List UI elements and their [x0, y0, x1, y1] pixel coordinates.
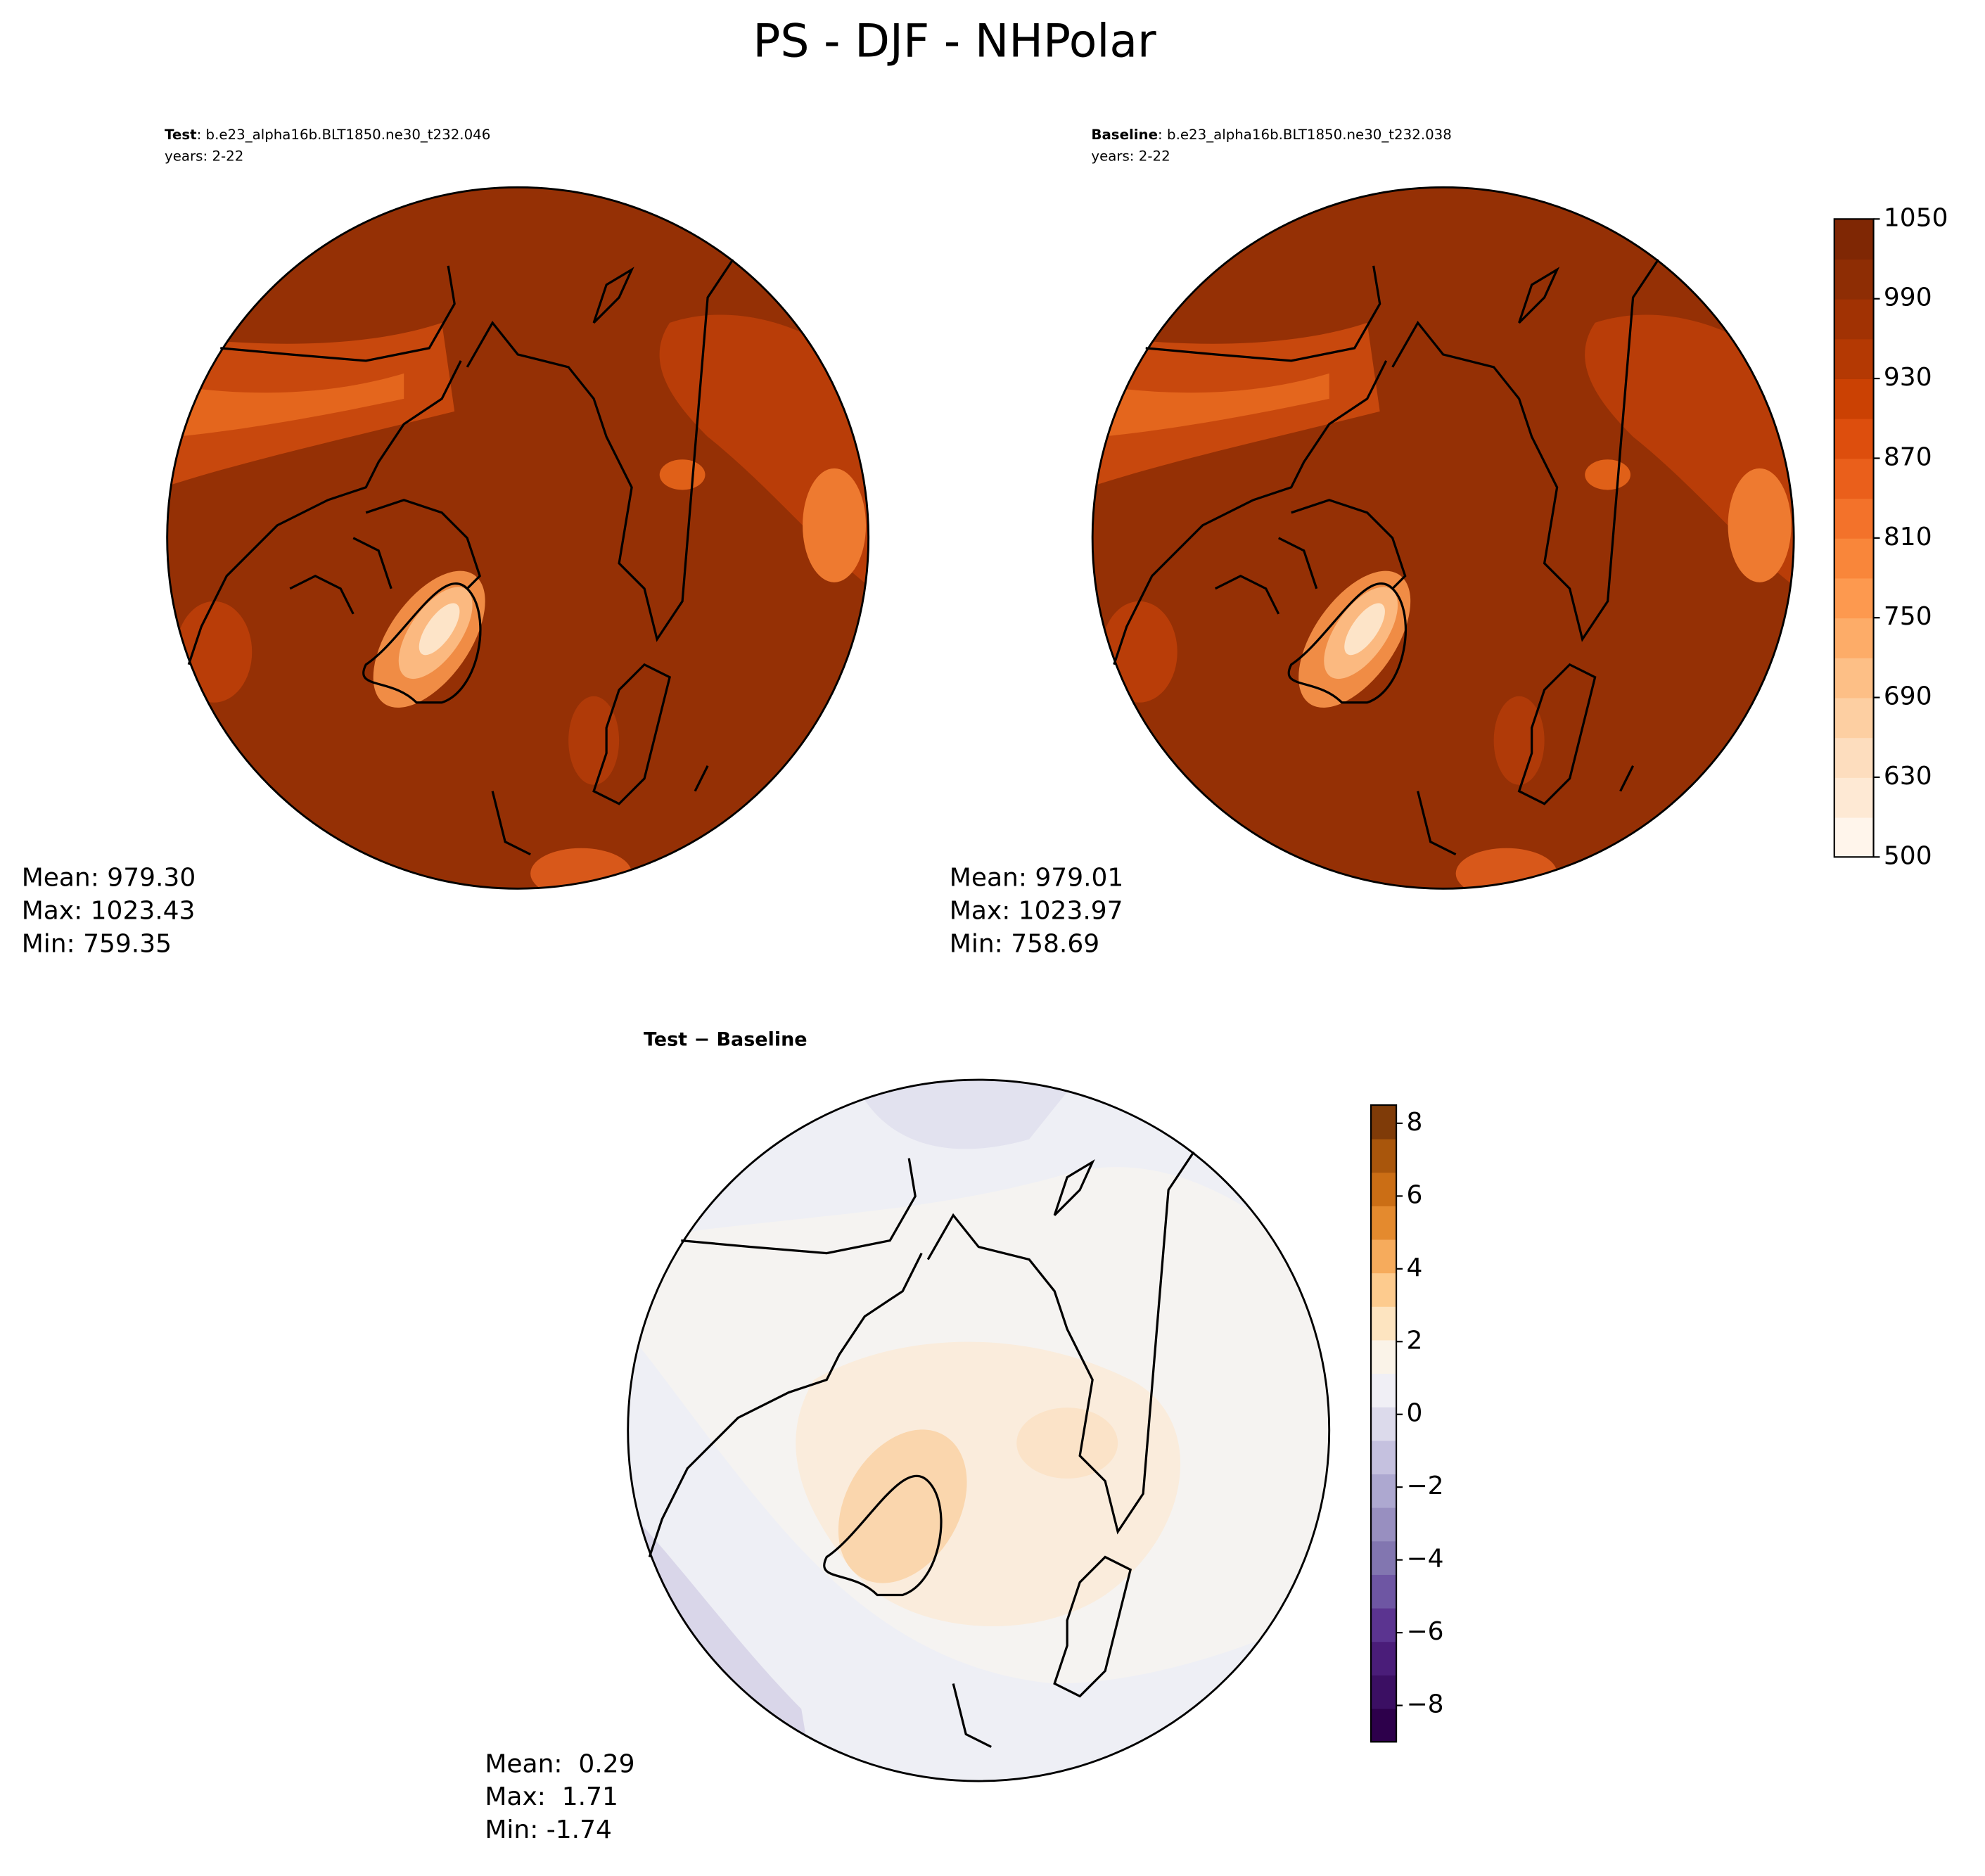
subtitle-case: : b.e23_alpha16b.BLT1850.ne30_t232.038 [1158, 127, 1452, 143]
colorbar-band [1834, 697, 1874, 739]
colorbar-tick-label: 8 [1406, 1108, 1422, 1137]
panel-subtitle: Test: b.e23_alpha16b.BLT1850.ne30_t232.0… [165, 127, 490, 143]
colorbar-band [1371, 1306, 1397, 1341]
colorbar-band [1371, 1507, 1397, 1542]
stat-line: Mean: 979.01 [950, 864, 1124, 893]
colorbar-band [1834, 498, 1874, 539]
colorbar-band [1371, 1474, 1397, 1508]
colorbar-tick-label: −2 [1406, 1472, 1443, 1500]
colorbar-band [1371, 1272, 1397, 1307]
colorbar-tick-label: 0 [1406, 1399, 1422, 1428]
colorbar-band [1834, 259, 1874, 300]
subtitle-label: Baseline [1091, 127, 1158, 143]
colorbar-tick-label: 6 [1406, 1180, 1422, 1209]
difference-map [627, 1078, 1331, 1782]
suptitle: PS - DJF - NHPolar [753, 15, 1156, 68]
colorbar-band [1834, 298, 1874, 340]
colorbar-band [1834, 657, 1874, 698]
stat-line: Min: 758.69 [950, 929, 1099, 958]
stat-line: Max: 1023.97 [950, 897, 1123, 926]
colorbar-band [1834, 418, 1874, 459]
test-map [163, 184, 872, 899]
colorbar-band [1371, 1339, 1397, 1374]
colorbar-band [1834, 219, 1874, 260]
colorbar-tick-label: 690 [1884, 682, 1932, 711]
colorbar-tick-label: −6 [1406, 1617, 1443, 1646]
colorbar-band [1834, 537, 1874, 579]
colorbar-band [1834, 338, 1874, 379]
colorbar-band [1371, 1708, 1397, 1743]
panel-title: Test − Baseline [644, 1028, 808, 1050]
colorbar-band [1371, 1540, 1397, 1575]
panel-years: years: 2-22 [1091, 148, 1170, 165]
colorbar-tick-label: 750 [1884, 602, 1932, 631]
colorbar-band [1371, 1205, 1397, 1240]
stat-line: Min: 759.35 [22, 929, 172, 958]
colorbar-band [1834, 458, 1874, 499]
colorbar-band [1371, 1674, 1397, 1709]
colorbar-band [1834, 777, 1874, 818]
stat-line: Max: 1023.43 [22, 897, 196, 926]
colorbar-tick-label: 630 [1884, 762, 1932, 791]
stat-line: Mean: 0.29 [485, 1749, 634, 1778]
colorbar-band [1371, 1607, 1397, 1642]
colorbar-band [1371, 1172, 1397, 1206]
colorbar-band [1371, 1373, 1397, 1408]
colorbar-tick-label: 2 [1406, 1326, 1422, 1355]
subtitle-label: Test [165, 127, 197, 143]
colorbar-band [1371, 1641, 1397, 1676]
colorbar-tick-label: 500 [1884, 841, 1932, 870]
baseline-map [1089, 184, 1798, 899]
colorbar-band [1371, 1239, 1397, 1274]
colorbar-band [1834, 737, 1874, 778]
stat-line: Max: 1.71 [485, 1782, 618, 1811]
colorbar-band [1371, 1138, 1397, 1173]
colorbar-band [1371, 1574, 1397, 1609]
stat-line: Mean: 979.30 [22, 864, 196, 893]
colorbar-band [1834, 378, 1874, 419]
stat-line: Min: -1.74 [485, 1816, 612, 1844]
colorbar-frame [1370, 1104, 1398, 1743]
colorbar-tick-label: 4 [1406, 1253, 1422, 1282]
colorbar-band [1371, 1105, 1397, 1140]
colorbar-band [1371, 1406, 1397, 1441]
colorbar-tick-label: −8 [1406, 1690, 1443, 1719]
colorbar-tick-label: 810 [1884, 523, 1932, 551]
colorbar-band [1834, 817, 1874, 858]
colorbar-band [1371, 1440, 1397, 1475]
panel-subtitle: Baseline: b.e23_alpha16b.BLT1850.ne30_t2… [1091, 127, 1451, 143]
panel-years: years: 2-22 [165, 148, 243, 165]
colorbar-tick-label: 1050 [1884, 203, 1948, 232]
subtitle-case: : b.e23_alpha16b.BLT1850.ne30_t232.046 [197, 127, 491, 143]
colorbar-tick-label: 930 [1884, 363, 1932, 392]
colorbar-band [1834, 618, 1874, 658]
colorbar-tick-label: 870 [1884, 442, 1932, 471]
colorbar-tick-label: 990 [1884, 283, 1932, 312]
colorbar-tick-label: −4 [1406, 1545, 1443, 1574]
colorbar-band [1834, 578, 1874, 619]
